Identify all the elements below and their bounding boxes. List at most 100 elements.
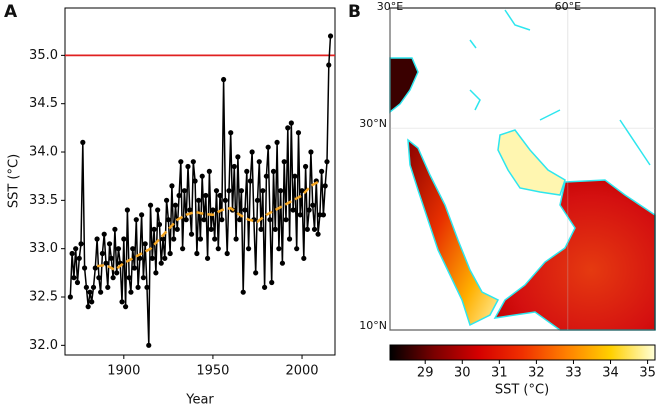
- data-point: [270, 168, 277, 174]
- data-point: [286, 236, 293, 242]
- data-point: [176, 192, 182, 199]
- data-point: [249, 149, 255, 155]
- panel-letter: B: [348, 2, 361, 22]
- persian-gulf: [497, 129, 566, 196]
- data-point: [267, 217, 273, 223]
- data-point: [244, 168, 250, 174]
- data-point: [253, 270, 259, 276]
- smoothed-line: [96, 179, 321, 272]
- data-point: [106, 241, 113, 247]
- data-point: [203, 192, 209, 199]
- colorbar-tick-label: 30: [454, 366, 471, 381]
- data-point: [201, 217, 207, 223]
- data-point: [197, 236, 204, 242]
- arabian-sea: [493, 179, 656, 331]
- data-point: [133, 217, 139, 223]
- data-point: [213, 188, 220, 194]
- data-point: [326, 62, 332, 68]
- data-point: [226, 188, 232, 194]
- data-point: [192, 178, 198, 184]
- data-line: [69, 35, 332, 346]
- data-point: [108, 255, 114, 261]
- data-point: [283, 217, 289, 223]
- x-axis-label: Year: [185, 393, 214, 408]
- data-point: [306, 207, 312, 213]
- data-point: [90, 284, 97, 290]
- data-point: [217, 192, 223, 199]
- data-point: [297, 212, 303, 218]
- data-point: [276, 246, 282, 252]
- data-point: [235, 154, 241, 160]
- data-point: [245, 246, 252, 252]
- data-point: [237, 217, 243, 223]
- data-point: [174, 226, 180, 232]
- colorbar-tick-label: 34: [602, 366, 619, 381]
- y-tick-label: 32.0: [29, 338, 58, 353]
- data-point: [153, 270, 159, 276]
- data-point: [290, 207, 296, 213]
- data-point: [196, 197, 202, 203]
- data-point: [121, 236, 127, 242]
- data-point: [279, 260, 286, 266]
- data-point: [228, 130, 234, 136]
- data-point: [101, 231, 107, 237]
- data-point: [99, 250, 106, 257]
- plot-frame: [64, 7, 336, 356]
- data-point: [181, 188, 188, 194]
- data-point: [215, 246, 221, 252]
- data-point: [260, 188, 266, 194]
- data-point: [285, 125, 291, 131]
- data-point: [301, 255, 307, 261]
- data-point: [151, 226, 157, 232]
- data-point: [165, 217, 171, 223]
- data-point: [178, 159, 184, 165]
- data-point: [212, 236, 218, 242]
- data-point: [69, 250, 75, 257]
- data-point: [310, 202, 316, 208]
- data-point: [278, 188, 284, 194]
- data-point: [172, 202, 179, 208]
- data-point: [163, 197, 170, 203]
- panel-letter: A: [4, 2, 18, 22]
- data-point: [185, 163, 191, 170]
- data-point: [96, 275, 102, 281]
- data-point: [74, 279, 81, 286]
- data-point: [122, 304, 129, 310]
- data-point: [322, 183, 328, 189]
- data-point: [92, 265, 98, 271]
- data-point: [83, 284, 89, 290]
- data-point: [222, 197, 228, 203]
- data-point: [158, 260, 164, 266]
- data-point: [94, 236, 100, 242]
- data-point: [327, 33, 334, 39]
- data-point: [269, 279, 275, 286]
- data-point: [149, 255, 155, 261]
- data-point: [311, 226, 318, 232]
- data-point: [190, 159, 196, 165]
- data-point: [146, 342, 152, 348]
- data-point: [119, 299, 125, 305]
- data-point: [98, 289, 104, 295]
- data-point: [188, 231, 195, 237]
- data-point: [308, 149, 314, 155]
- data-point: [142, 241, 148, 247]
- y-tick-label: 30°N: [359, 117, 387, 130]
- data-point: [169, 183, 175, 189]
- data-point: [115, 246, 122, 252]
- red-sea: [407, 138, 500, 327]
- data-point: [304, 226, 310, 232]
- data-point: [67, 294, 73, 300]
- data-point: [299, 188, 305, 194]
- data-point: [82, 265, 88, 271]
- data-point: [187, 207, 193, 213]
- x-tick-label: 60°E: [555, 0, 581, 13]
- data-point: [262, 284, 268, 290]
- data-point: [219, 217, 225, 223]
- data-point: [263, 173, 269, 179]
- data-point: [320, 212, 327, 218]
- data-point: [144, 284, 150, 290]
- data-point: [180, 246, 186, 252]
- data-point: [233, 236, 239, 242]
- data-point: [130, 246, 136, 252]
